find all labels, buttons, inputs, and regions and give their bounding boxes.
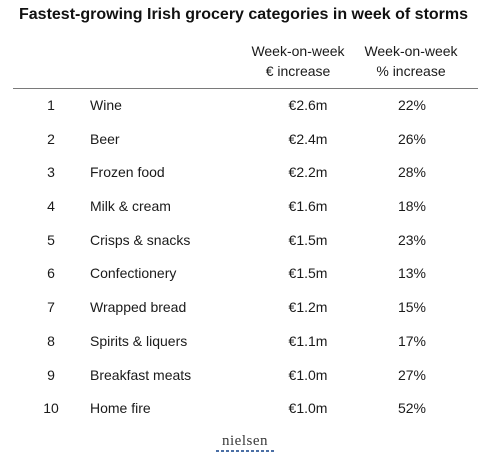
rank-cell: 7 xyxy=(47,299,55,316)
table-row: 6 Confectionery €1.5m 13% xyxy=(0,257,487,291)
category-cell: Milk & cream xyxy=(90,198,171,215)
pct-increase-cell: 17% xyxy=(397,332,427,349)
table-row: 1 Wine €2.6m 22% xyxy=(0,89,487,123)
rank-cell: 9 xyxy=(47,366,55,383)
header-divider xyxy=(13,88,478,89)
category-cell: Breakfast meats xyxy=(90,366,192,383)
pct-increase-cell: 18% xyxy=(397,198,427,215)
table-row: 3 Frozen food €2.2m 28% xyxy=(0,156,487,190)
pct-increase-cell: 27% xyxy=(397,366,427,383)
column-header-pct-line-1: Week-on-week xyxy=(364,43,458,59)
rank-cell: 10 xyxy=(43,400,59,417)
eur-increase-cell: €1.0m xyxy=(288,366,328,383)
eur-increase-cell: €1.5m xyxy=(288,231,328,248)
eur-increase-cell: €2.2m xyxy=(288,164,328,181)
rank-cell: 4 xyxy=(47,198,55,215)
table-row: 9 Breakfast meats €1.0m 27% xyxy=(0,359,487,393)
pct-increase-cell: 13% xyxy=(397,265,427,282)
rank-cell: 3 xyxy=(47,164,55,181)
pct-increase-cell: 52% xyxy=(397,400,427,417)
column-header-pct-increase: Week-on-week % increase xyxy=(356,41,466,81)
table-body: 1 Wine €2.6m 22% 2 Beer €2.4m 26% 3 Frozen food €2… xyxy=(0,89,487,426)
table-row: 8 Spirits & liquers €1.1m 17% xyxy=(0,325,487,359)
eur-increase-cell: €2.4m xyxy=(288,130,328,147)
pct-increase-cell: 23% xyxy=(397,231,427,248)
table-row: 2 Beer €2.4m 26% xyxy=(0,123,487,157)
eur-increase-cell: €1.2m xyxy=(288,299,328,316)
category-cell: Confectionery xyxy=(90,265,177,282)
category-cell: Spirits & liquers xyxy=(90,332,188,349)
pct-increase-cell: 28% xyxy=(397,164,427,181)
category-cell: Beer xyxy=(90,130,120,147)
eur-increase-cell: €1.0m xyxy=(288,400,328,417)
logo-text: nielsen xyxy=(222,433,268,449)
nielsen-logo: nielsen xyxy=(205,433,285,452)
column-header-eur-increase: Week-on-week € increase xyxy=(243,41,353,81)
rank-cell: 1 xyxy=(47,97,55,113)
eur-increase-cell: €1.5m xyxy=(288,265,328,282)
pct-increase-cell: 15% xyxy=(397,299,427,316)
column-header-pct-line-2: % increase xyxy=(376,63,446,79)
table-row: 4 Milk & cream €1.6m 18% xyxy=(0,190,487,224)
table-row: 7 Wrapped bread €1.2m 15% xyxy=(0,291,487,325)
table-row: 5 Crisps & snacks €1.5m 23% xyxy=(0,224,487,258)
eur-increase-cell: €1.1m xyxy=(288,332,328,349)
logo-dots xyxy=(205,450,285,452)
eur-increase-cell: €1.6m xyxy=(288,198,328,215)
pct-increase-cell: 26% xyxy=(397,130,427,147)
pct-increase-cell: 22% xyxy=(397,97,427,113)
category-cell: Crisps & snacks xyxy=(90,231,191,248)
rank-cell: 8 xyxy=(47,332,55,349)
column-header-eur-line-2: € increase xyxy=(265,63,331,79)
chart-title: Fastest-growing Irish grocery categories… xyxy=(19,6,469,23)
eur-increase-cell: €2.6m xyxy=(288,97,328,113)
category-cell: Home fire xyxy=(90,400,151,417)
category-cell: Frozen food xyxy=(90,164,165,181)
table-row: 10 Home fire €1.0m 52% xyxy=(0,392,487,426)
category-cell: Wrapped bread xyxy=(90,299,187,316)
category-cell: Wine xyxy=(90,97,122,113)
rank-cell: 6 xyxy=(47,265,55,282)
rank-cell: 2 xyxy=(47,130,55,147)
column-header-eur-line-1: Week-on-week xyxy=(251,43,345,59)
rank-cell: 5 xyxy=(47,231,55,248)
